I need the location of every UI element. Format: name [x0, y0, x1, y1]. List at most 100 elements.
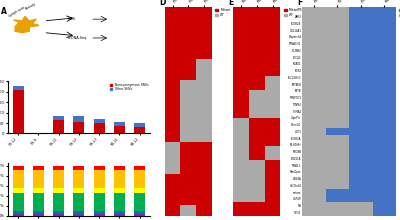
Bar: [302, 47, 326, 54]
Bar: [94, 166, 105, 170]
Bar: [326, 128, 349, 135]
Bar: [326, 67, 349, 74]
Bar: [196, 59, 212, 69]
Bar: [265, 35, 280, 48]
Bar: [196, 195, 212, 205]
Bar: [372, 108, 396, 114]
Bar: [302, 40, 326, 47]
Bar: [249, 104, 265, 118]
Bar: [265, 174, 280, 188]
Bar: [302, 135, 326, 141]
Bar: [249, 118, 265, 132]
Bar: [265, 20, 280, 35]
Bar: [234, 90, 249, 104]
Legend: Mutant, WT: Mutant, WT: [284, 8, 300, 17]
Bar: [349, 94, 372, 101]
Bar: [326, 7, 349, 13]
Bar: [302, 81, 326, 88]
Bar: [33, 170, 44, 188]
Bar: [372, 54, 396, 61]
Bar: [265, 132, 280, 146]
Bar: [249, 76, 265, 90]
Bar: [302, 209, 326, 216]
Bar: [372, 81, 396, 88]
Legend: Mutant, WT: Mutant, WT: [216, 8, 231, 17]
Bar: [196, 132, 212, 143]
Bar: [302, 148, 326, 155]
Bar: [33, 193, 44, 211]
Text: Lymph node: Lymph node: [8, 5, 26, 18]
Bar: [180, 132, 196, 143]
Bar: [73, 122, 84, 134]
Bar: [249, 174, 265, 188]
Bar: [349, 141, 372, 148]
Bar: [349, 47, 372, 54]
Bar: [249, 202, 265, 216]
Bar: [165, 101, 180, 111]
Bar: [180, 69, 196, 80]
Bar: [196, 48, 212, 59]
Bar: [249, 20, 265, 35]
Bar: [180, 48, 196, 59]
Bar: [302, 20, 326, 27]
Bar: [349, 27, 372, 34]
Bar: [73, 214, 84, 216]
Bar: [326, 209, 349, 216]
Bar: [372, 20, 396, 27]
Bar: [165, 38, 180, 48]
Bar: [302, 13, 326, 20]
Bar: [372, 182, 396, 189]
Bar: [302, 88, 326, 94]
Bar: [372, 148, 396, 155]
Bar: [302, 74, 326, 81]
Bar: [53, 166, 64, 170]
Bar: [234, 35, 249, 48]
Bar: [196, 69, 212, 80]
Bar: [265, 76, 280, 90]
Bar: [372, 34, 396, 40]
Bar: [12, 211, 24, 214]
Bar: [326, 141, 349, 148]
Text: Primary: Primary: [25, 2, 37, 11]
Bar: [249, 146, 265, 160]
Bar: [349, 162, 372, 168]
Bar: [249, 35, 265, 48]
Text: WES: WES: [68, 17, 76, 21]
Bar: [53, 188, 64, 193]
Bar: [73, 193, 84, 211]
Bar: [265, 160, 280, 174]
Text: D: D: [159, 0, 166, 7]
Bar: [165, 143, 180, 153]
Bar: [165, 174, 180, 184]
Bar: [372, 101, 396, 108]
Bar: [372, 189, 396, 195]
Bar: [372, 74, 396, 81]
Bar: [234, 160, 249, 174]
Bar: [349, 128, 372, 135]
Bar: [249, 188, 265, 202]
Bar: [94, 214, 105, 216]
Bar: [326, 81, 349, 88]
Bar: [180, 153, 196, 163]
Bar: [73, 170, 84, 188]
Bar: [349, 108, 372, 114]
Bar: [165, 69, 180, 80]
Bar: [372, 88, 396, 94]
Bar: [12, 90, 24, 134]
Bar: [249, 48, 265, 62]
Bar: [196, 153, 212, 163]
Bar: [302, 114, 326, 121]
Bar: [180, 174, 196, 184]
Bar: [265, 62, 280, 76]
Bar: [53, 193, 64, 211]
Bar: [180, 28, 196, 38]
Bar: [12, 166, 24, 170]
Bar: [180, 205, 196, 216]
Bar: [349, 40, 372, 47]
Bar: [165, 111, 180, 121]
Bar: [234, 146, 249, 160]
Bar: [180, 163, 196, 174]
Bar: [372, 162, 396, 168]
Bar: [53, 211, 64, 214]
Bar: [326, 162, 349, 168]
